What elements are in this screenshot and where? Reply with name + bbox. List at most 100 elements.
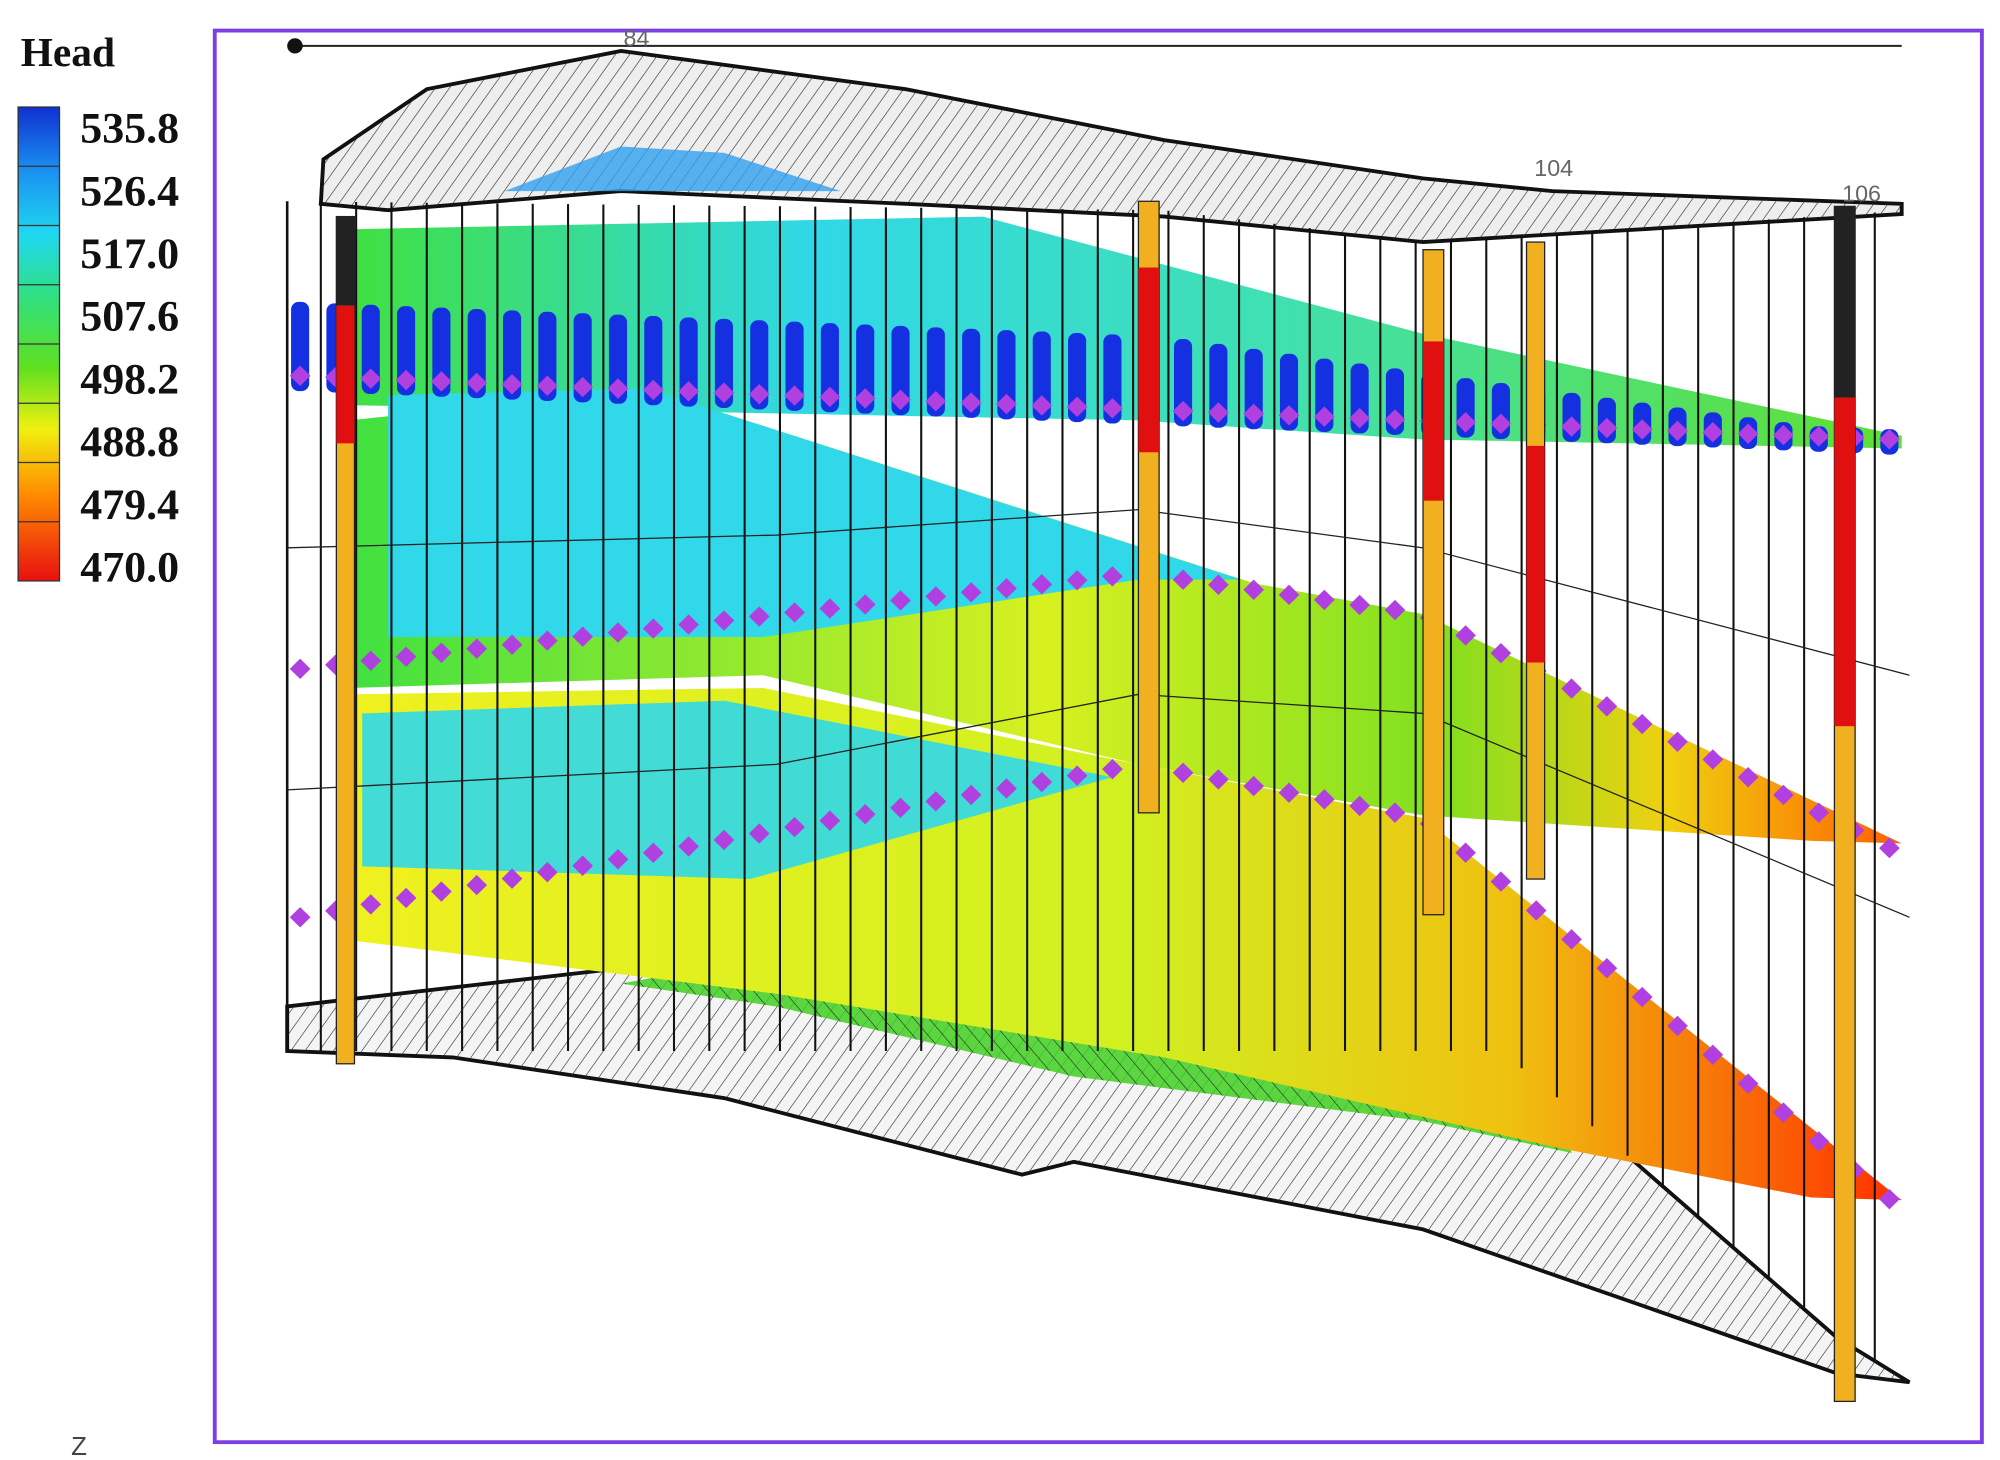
flow-marker bbox=[997, 330, 1016, 420]
well-screen bbox=[1834, 397, 1856, 727]
node-marker bbox=[536, 862, 558, 883]
node-marker bbox=[925, 586, 947, 607]
node-marker bbox=[1031, 574, 1053, 595]
node-marker bbox=[1631, 419, 1653, 440]
node-marker bbox=[1172, 762, 1194, 783]
node-marker bbox=[289, 658, 311, 680]
flow-marker bbox=[856, 324, 875, 414]
node-marker bbox=[854, 804, 876, 825]
node-marker bbox=[1102, 566, 1123, 587]
flow-marker bbox=[608, 314, 628, 404]
well-screen bbox=[1423, 341, 1444, 501]
node-marker bbox=[1208, 769, 1229, 790]
fence-columns bbox=[285, 201, 1910, 1361]
node-marker bbox=[1384, 409, 1406, 430]
wells bbox=[335, 200, 1856, 1403]
node-marker bbox=[1773, 424, 1794, 446]
flow-marker bbox=[679, 317, 698, 407]
node-marker bbox=[1208, 402, 1229, 423]
legend-label: 507.6 bbox=[80, 293, 179, 341]
node-marker bbox=[890, 797, 911, 818]
node-marker bbox=[748, 606, 770, 627]
node-marker bbox=[1208, 574, 1229, 595]
top-mesh bbox=[320, 50, 1902, 243]
legend-label: 517.0 bbox=[80, 230, 179, 278]
node-marker bbox=[819, 810, 841, 831]
node-marker bbox=[1490, 642, 1512, 664]
node-marker bbox=[890, 389, 911, 410]
node-marker bbox=[713, 382, 735, 403]
node-marker bbox=[1596, 696, 1618, 717]
flow-marker bbox=[467, 308, 486, 399]
node-marker bbox=[607, 378, 629, 399]
node-marker bbox=[1278, 584, 1300, 606]
node-marker bbox=[1384, 802, 1406, 823]
node-marker bbox=[1596, 957, 1618, 979]
node-marker bbox=[854, 594, 876, 615]
node-marker bbox=[1702, 749, 1724, 770]
markers bbox=[289, 301, 1900, 1210]
node-marker bbox=[996, 778, 1017, 799]
flow-marker bbox=[1032, 331, 1051, 421]
node-marker bbox=[819, 598, 841, 619]
node-marker bbox=[854, 388, 876, 409]
node-marker bbox=[536, 375, 558, 396]
node-marker bbox=[1631, 986, 1653, 1008]
node-marker bbox=[1561, 929, 1582, 950]
node-marker bbox=[466, 638, 488, 659]
node-marker bbox=[1278, 782, 1300, 803]
flow-marker bbox=[962, 328, 981, 418]
node-marker bbox=[1455, 842, 1476, 863]
node-marker bbox=[1313, 406, 1335, 427]
node-marker bbox=[678, 381, 699, 402]
node-marker bbox=[1667, 1015, 1688, 1037]
node-marker bbox=[1808, 1131, 1830, 1152]
node-marker bbox=[360, 368, 382, 389]
well-label: 106 bbox=[1842, 180, 1881, 206]
head-band-upper bbox=[349, 216, 1902, 449]
node-marker bbox=[501, 868, 523, 889]
well-casing bbox=[336, 216, 355, 306]
node-marker bbox=[607, 849, 629, 870]
flow-marker bbox=[714, 318, 733, 409]
node-marker bbox=[1313, 589, 1335, 611]
frame bbox=[212, 28, 1984, 1445]
node-marker bbox=[819, 386, 841, 408]
axis-origin bbox=[287, 38, 303, 54]
node-marker bbox=[1667, 420, 1688, 442]
node-marker bbox=[713, 610, 735, 631]
node-marker bbox=[1596, 417, 1618, 439]
node-marker bbox=[1455, 412, 1476, 433]
node-marker bbox=[1349, 795, 1370, 817]
flow-marker bbox=[432, 307, 451, 397]
flow-marker bbox=[291, 301, 310, 392]
node-marker bbox=[1773, 784, 1794, 806]
node-marker bbox=[360, 894, 382, 915]
well-casing bbox=[1834, 206, 1856, 398]
legend: 535.8 526.4 517.0 507.6 498.2 488.8 479.4 470.0 bbox=[18, 105, 179, 591]
flow-marker bbox=[502, 310, 522, 400]
legend-label: 535.8 bbox=[80, 105, 179, 153]
well-screen bbox=[1138, 267, 1160, 453]
flow-marker bbox=[926, 327, 945, 417]
node-marker bbox=[1667, 731, 1688, 752]
legend-label: 488.8 bbox=[80, 418, 179, 466]
bottom-mesh bbox=[287, 872, 1910, 1383]
node-marker bbox=[395, 646, 417, 667]
cyan-zone bbox=[362, 700, 1113, 880]
node-marker bbox=[1737, 423, 1759, 444]
node-marker bbox=[1561, 416, 1582, 437]
node-marker bbox=[1808, 802, 1830, 823]
well-label: 84 bbox=[624, 25, 650, 51]
legend-label: 470.0 bbox=[80, 544, 179, 592]
node-marker bbox=[1490, 413, 1512, 434]
legend-label: 526.4 bbox=[80, 168, 179, 216]
node-marker bbox=[1031, 771, 1053, 793]
node-marker bbox=[1349, 407, 1370, 429]
node-marker bbox=[678, 836, 699, 857]
node-marker bbox=[1737, 767, 1759, 788]
flow-marker bbox=[361, 304, 380, 394]
flow-marker bbox=[1173, 339, 1193, 427]
flow-marker bbox=[538, 311, 557, 401]
node-marker bbox=[466, 372, 488, 394]
